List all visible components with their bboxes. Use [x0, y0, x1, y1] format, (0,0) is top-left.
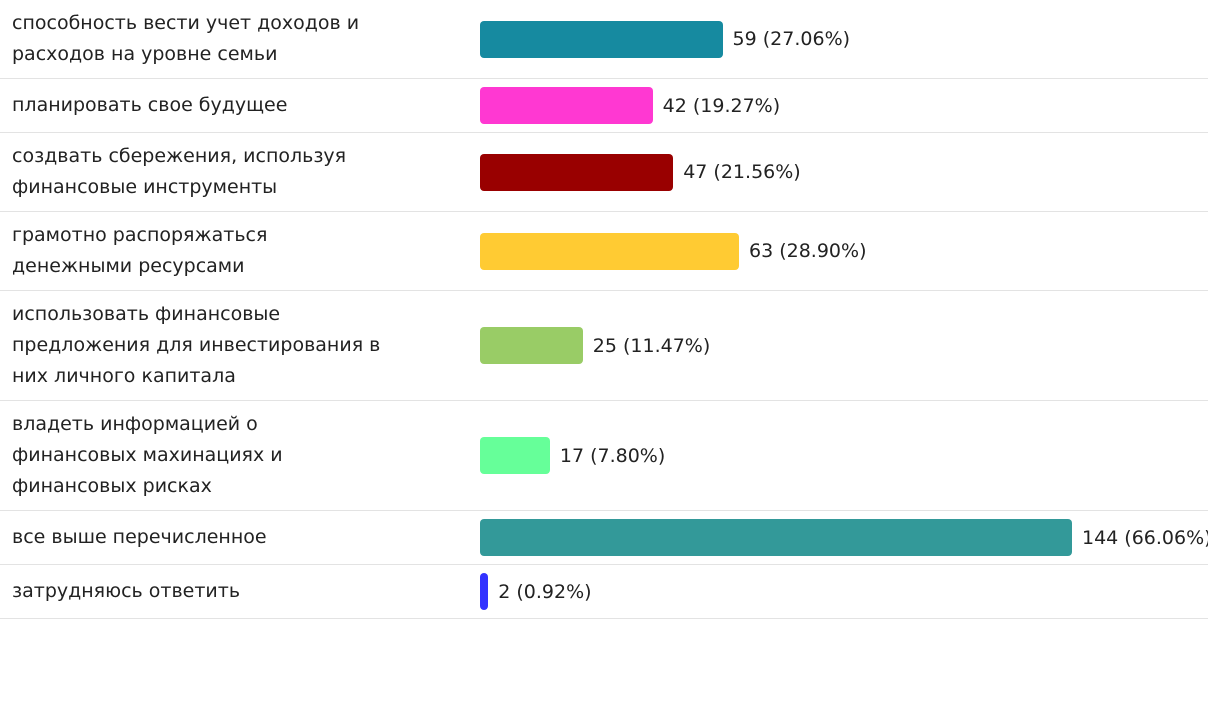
label-cell: создвать сбережения, используя финансовы… — [0, 141, 480, 203]
category-label: планировать свое будущее — [12, 94, 288, 116]
bar — [480, 232, 739, 270]
bar-area: 2 (0.92%) — [480, 573, 1208, 610]
label-cell: владеть информацией о финансовых махинац… — [0, 409, 480, 502]
value-label: 2 (0.92%) — [498, 580, 592, 603]
row: владеть информацией о финансовых махинац… — [0, 401, 1208, 511]
bar-area: 47 (21.56%) — [480, 153, 1208, 191]
category-label: грамотно распоряжаться денежными ресурса… — [12, 224, 268, 277]
bar — [480, 20, 723, 58]
value-label: 144 (66.06%) — [1082, 526, 1208, 549]
bar — [480, 87, 653, 124]
row: затрудняюсь ответить 2 (0.92%) — [0, 565, 1208, 619]
value-label: 47 (21.56%) — [683, 161, 801, 183]
value-label: 42 (19.27%) — [662, 94, 781, 117]
label-cell: способность вести учет доходов и расходо… — [0, 8, 480, 70]
category-label: создвать сбережения, используя финансовы… — [12, 145, 347, 198]
bar-area: 42 (19.27%) — [480, 87, 1208, 124]
label-cell: все выше перечисленное — [0, 522, 480, 553]
category-label: владеть информацией о финансовых махинац… — [12, 413, 283, 497]
bar-area: 17 (7.80%) — [480, 437, 1208, 474]
row: грамотно распоряжаться денежными ресурса… — [0, 212, 1208, 291]
row: создвать сбережения, используя финансовы… — [0, 133, 1208, 212]
bar-area: 25 (11.47%) — [480, 327, 1208, 364]
row: способность вести учет доходов и расходо… — [0, 0, 1208, 79]
bar — [480, 327, 583, 364]
label-cell: грамотно распоряжаться денежными ресурса… — [0, 220, 480, 282]
bar — [480, 573, 489, 610]
chart: способность вести учет доходов и расходо… — [0, 0, 1208, 619]
value-label: 59 (27.06%) — [732, 28, 851, 50]
row: все выше перечисленное 144 (66.06%) — [0, 511, 1208, 565]
category-label: способность вести учет доходов и расходо… — [12, 12, 360, 65]
value-label: 25 (11.47%) — [592, 334, 711, 357]
label-cell: использовать финансовые предложения для … — [0, 299, 480, 392]
category-label: все выше перечисленное — [12, 526, 267, 548]
bar-area: 63 (28.90%) — [480, 232, 1208, 270]
value-label: 17 (7.80%) — [559, 444, 666, 467]
row: использовать финансовые предложения для … — [0, 291, 1208, 401]
category-label: затрудняюсь ответить — [12, 580, 241, 602]
bar-area: 144 (66.06%) — [480, 519, 1208, 556]
label-cell: затрудняюсь ответить — [0, 576, 480, 607]
row: планировать свое будущее 42 (19.27%) — [0, 79, 1208, 133]
bar-area: 59 (27.06%) — [480, 20, 1208, 58]
bar — [480, 519, 1072, 556]
value-label: 63 (28.90%) — [749, 240, 867, 262]
bar — [480, 437, 550, 474]
bar — [480, 153, 674, 191]
label-cell: планировать свое будущее — [0, 90, 480, 121]
category-label: использовать финансовые предложения для … — [12, 303, 381, 387]
